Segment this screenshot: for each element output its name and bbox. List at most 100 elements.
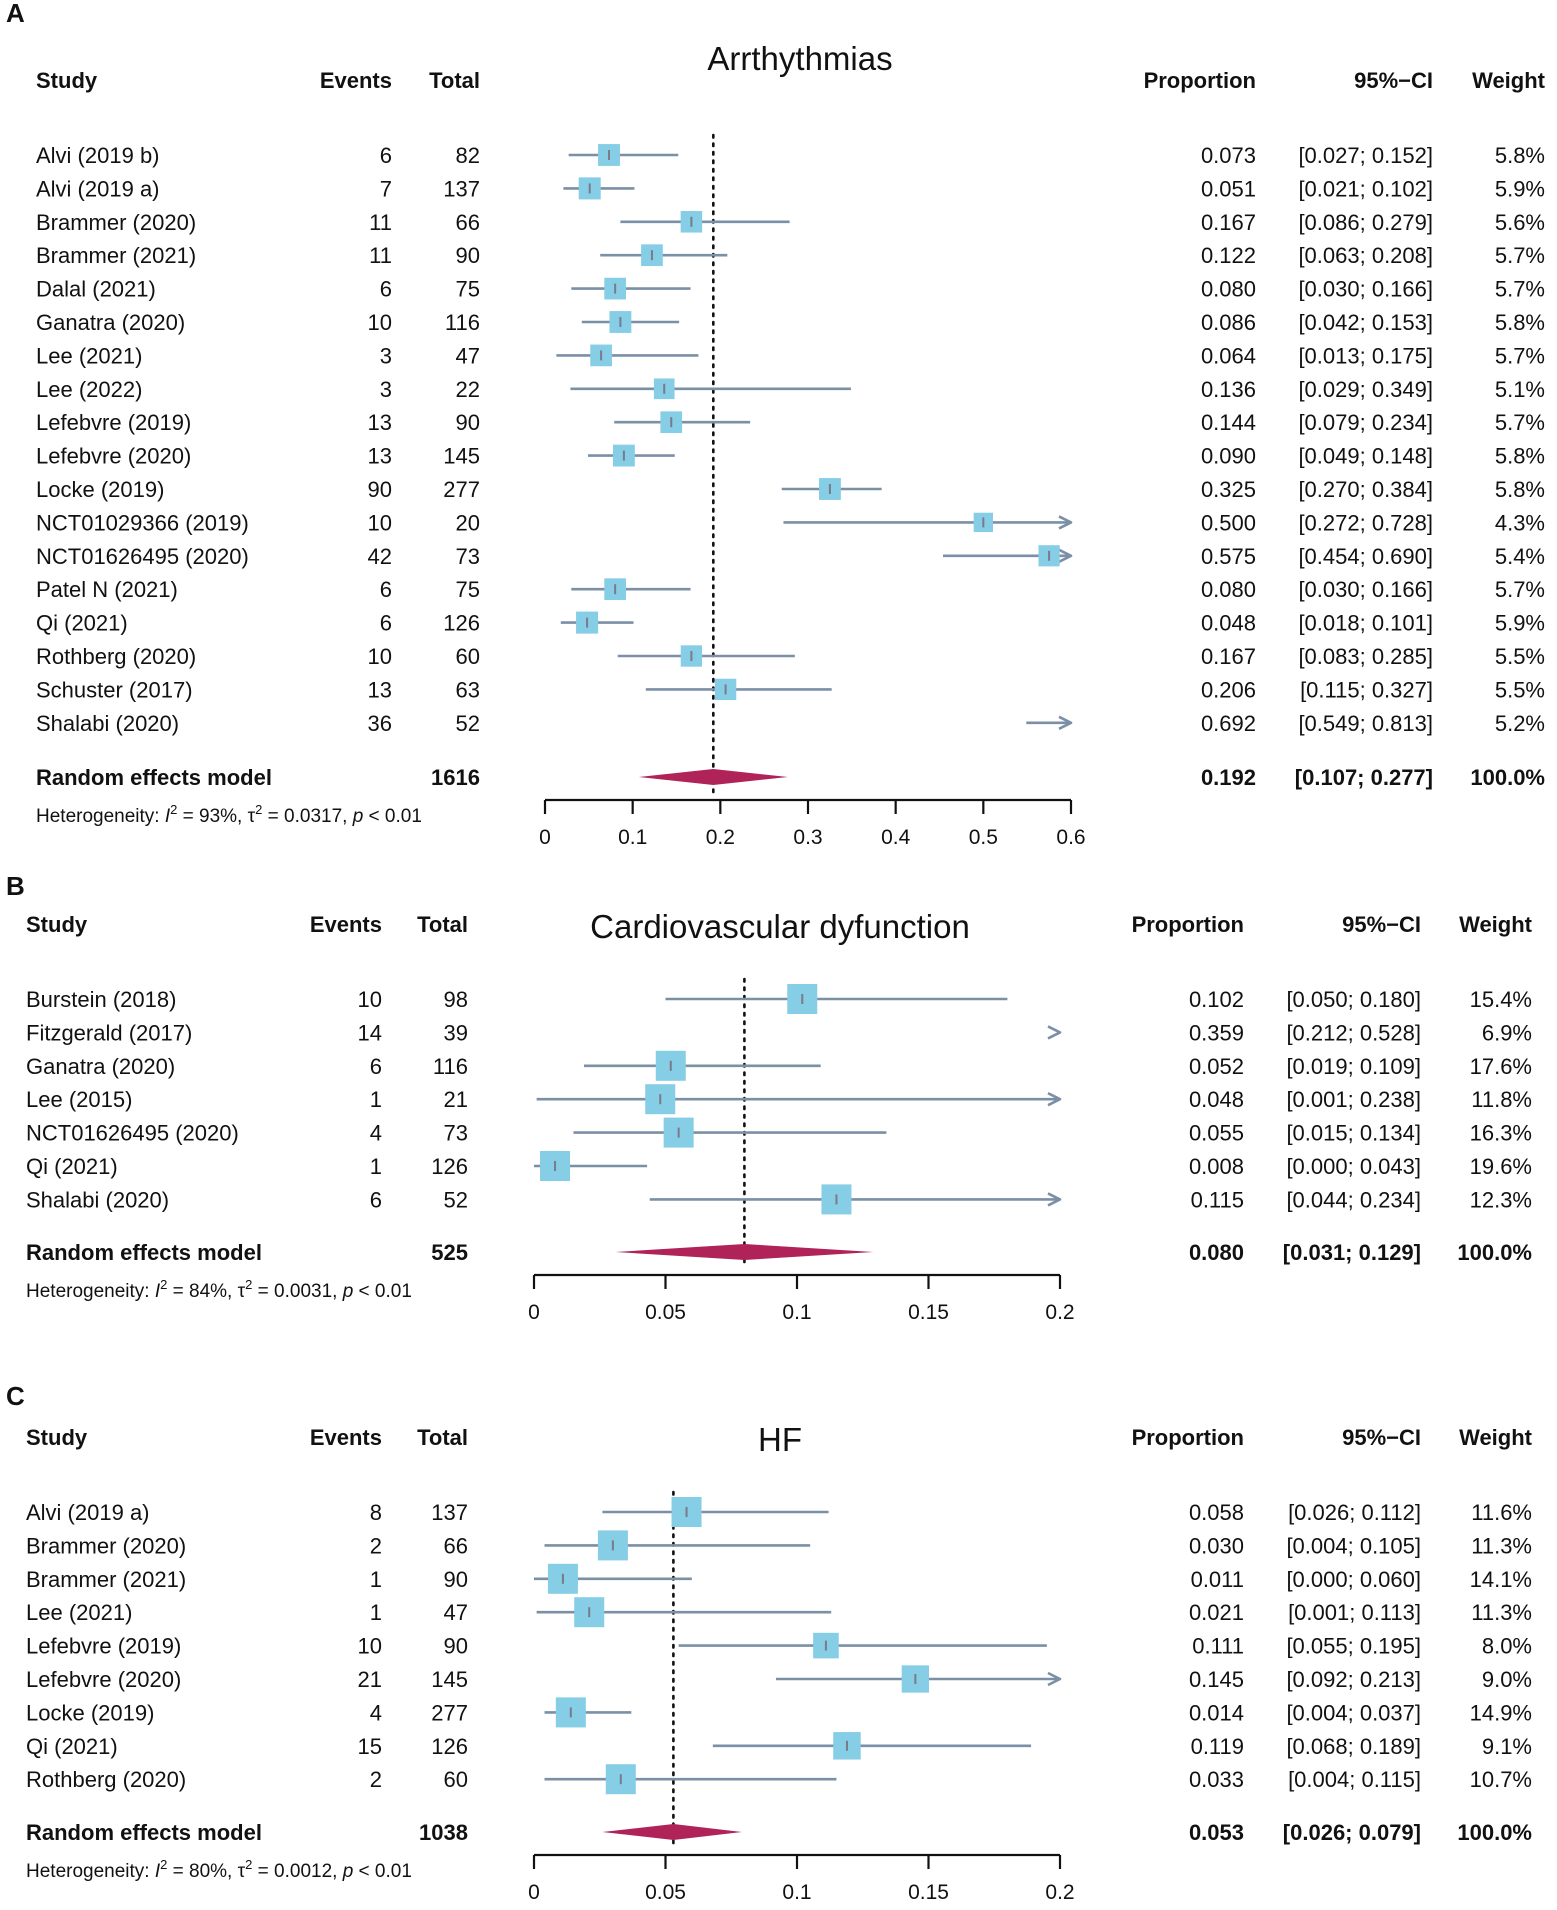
study-name: Brammer (2021): [26, 1567, 186, 1592]
study-total: 90: [456, 410, 480, 435]
study-row: Alvi (2019 a) 7 137 0.051 [0.021; 0.102] 5.9%: [36, 176, 1545, 201]
ci-arrow: [1047, 1671, 1062, 1687]
pooled-proportion: 0.053: [1189, 1820, 1244, 1845]
ci-arrow: [1047, 1192, 1062, 1207]
study-events: 6: [380, 577, 392, 602]
study-name: Lee (2021): [26, 1600, 132, 1625]
study-ci: [0.454; 0.690]: [1298, 544, 1433, 569]
study-row: Qi (2021) 15 126 0.119 [0.068; 0.189] 9.1%: [26, 1732, 1532, 1760]
heterogeneity-text: Heterogeneity: I2 = 84%, τ2 = 0.0031, p …: [26, 1277, 412, 1302]
pooled-diamond: [615, 1244, 874, 1260]
study-total: 90: [444, 1634, 468, 1659]
study-weight: 5.6%: [1495, 210, 1545, 235]
study-row: Shalabi (2020) 36 52 0.692 [0.549; 0.813] 5.2…: [36, 711, 1545, 736]
study-events: 1: [370, 1087, 382, 1112]
chart-title: Arrthythmias: [707, 40, 892, 77]
study-weight: 5.7%: [1495, 243, 1545, 268]
study-weight: 5.5%: [1495, 644, 1545, 669]
study-events: 1: [370, 1154, 382, 1179]
study-events: 6: [370, 1187, 382, 1212]
study-name: Dalal (2021): [36, 277, 156, 302]
header-ci: 95%−CI: [1354, 68, 1433, 93]
study-row: Alvi (2019 a) 8 137 0.058 [0.026; 0.112] 11.6…: [26, 1497, 1532, 1527]
study-weight: 6.9%: [1482, 1020, 1532, 1045]
header-weight: Weight: [1459, 912, 1533, 937]
study-name: Brammer (2020): [26, 1533, 186, 1558]
study-total: 126: [431, 1734, 468, 1759]
study-ci: [0.092; 0.213]: [1286, 1667, 1421, 1692]
study-weight: 11.8%: [1471, 1087, 1532, 1112]
study-total: 137: [443, 176, 480, 201]
study-weight: 4.3%: [1495, 510, 1545, 535]
study-row: Brammer (2020) 2 66 0.030 [0.004; 0.105] 11.3…: [26, 1530, 1532, 1561]
study-proportion: 0.080: [1201, 277, 1256, 302]
study-weight: 5.8%: [1495, 477, 1545, 502]
study-name: Locke (2019): [26, 1700, 154, 1725]
header-events: Events: [320, 68, 392, 93]
study-proportion: 0.073: [1201, 143, 1256, 168]
study-name: NCT01626495 (2020): [26, 1121, 239, 1146]
study-proportion: 0.064: [1201, 343, 1256, 368]
i-symbol: I: [155, 1861, 161, 1882]
x-tick-label: 0.05: [645, 1301, 686, 1324]
study-ci: [0.027; 0.152]: [1298, 143, 1433, 168]
pooled-total: 525: [431, 1240, 468, 1265]
study-name: Burstein (2018): [26, 987, 176, 1012]
superscript: 2: [245, 1277, 252, 1292]
study-row: Brammer (2020) 11 66 0.167 [0.086; 0.279] 5.6…: [36, 210, 1545, 235]
study-proportion: 0.119: [1191, 1734, 1244, 1759]
study-ci: [0.212; 0.528]: [1286, 1020, 1421, 1045]
superscript: 2: [170, 802, 177, 817]
study-ci: [0.015; 0.134]: [1286, 1121, 1421, 1146]
study-ci: [0.030; 0.166]: [1298, 277, 1433, 302]
study-ci: [0.068; 0.189]: [1286, 1734, 1421, 1759]
x-tick-label: 0.05: [645, 1881, 686, 1904]
header-events: Events: [310, 1425, 382, 1450]
study-name: Shalabi (2020): [26, 1187, 169, 1212]
study-events: 4: [370, 1700, 382, 1725]
ci-arrow: [1058, 715, 1073, 730]
heterogeneity-prefix: Heterogeneity:: [26, 1281, 155, 1302]
x-tick-label: 0: [528, 1881, 540, 1904]
study-events: 15: [358, 1734, 382, 1759]
ci-arrow: [1058, 548, 1073, 563]
study-weight: 19.6%: [1470, 1154, 1532, 1179]
study-name: Lefebvre (2019): [36, 410, 191, 435]
study-ci: [0.021; 0.102]: [1298, 176, 1433, 201]
study-name: NCT01626495 (2020): [36, 544, 249, 569]
study-name: Lefebvre (2020): [26, 1667, 181, 1692]
study-row: NCT01029366 (2019) 10 20 0.500 [0.272; 0.728…: [36, 510, 1545, 535]
study-proportion: 0.102: [1189, 987, 1244, 1012]
ci-arrow: [1047, 1092, 1062, 1107]
study-events: 2: [370, 1767, 382, 1792]
study-proportion: 0.021: [1189, 1600, 1244, 1625]
pooled-proportion: 0.192: [1201, 765, 1256, 790]
study-weight: 12.3%: [1470, 1187, 1532, 1212]
study-ci: [0.013; 0.175]: [1298, 343, 1433, 368]
study-ci: [0.018; 0.101]: [1298, 611, 1433, 636]
study-ci: [0.004; 0.105]: [1286, 1533, 1421, 1558]
study-events: 36: [368, 711, 392, 736]
x-tick-label: 0.5: [969, 826, 998, 849]
study-total: 126: [431, 1154, 468, 1179]
panel-letter: C: [6, 1381, 25, 1411]
x-tick-label: 0.1: [618, 826, 647, 849]
study-row: Qi (2021) 6 126 0.048 [0.018; 0.101] 5.9%: [36, 611, 1545, 636]
study-total: 116: [445, 310, 480, 335]
study-ci: [0.042; 0.153]: [1298, 310, 1433, 335]
p-value: < 0.01: [353, 1861, 412, 1882]
study-row: Lee (2022) 3 22 0.136 [0.029; 0.349] 5.1%: [36, 377, 1545, 402]
header-total: Total: [429, 68, 480, 93]
study-ci: [0.115; 0.327]: [1300, 677, 1433, 702]
study-proportion: 0.011: [1191, 1567, 1244, 1592]
study-row: Alvi (2019 b) 6 82 0.073 [0.027; 0.152] 5.8%: [36, 143, 1545, 168]
tau2-value: = 0.0012,: [252, 1861, 342, 1882]
study-proportion: 0.058: [1189, 1500, 1244, 1525]
study-name: Qi (2021): [36, 611, 128, 636]
study-name: Rothberg (2020): [26, 1767, 186, 1792]
study-row: Schuster (2017) 13 63 0.206 [0.115; 0.327] 5.…: [36, 677, 1545, 702]
study-proportion: 0.122: [1201, 243, 1256, 268]
pooled-weight: 100.0%: [1457, 1820, 1532, 1845]
pooled-row: Random effects model 1038 0.053 [0.026; 0.0…: [26, 1820, 1532, 1845]
study-total: 277: [443, 477, 480, 502]
